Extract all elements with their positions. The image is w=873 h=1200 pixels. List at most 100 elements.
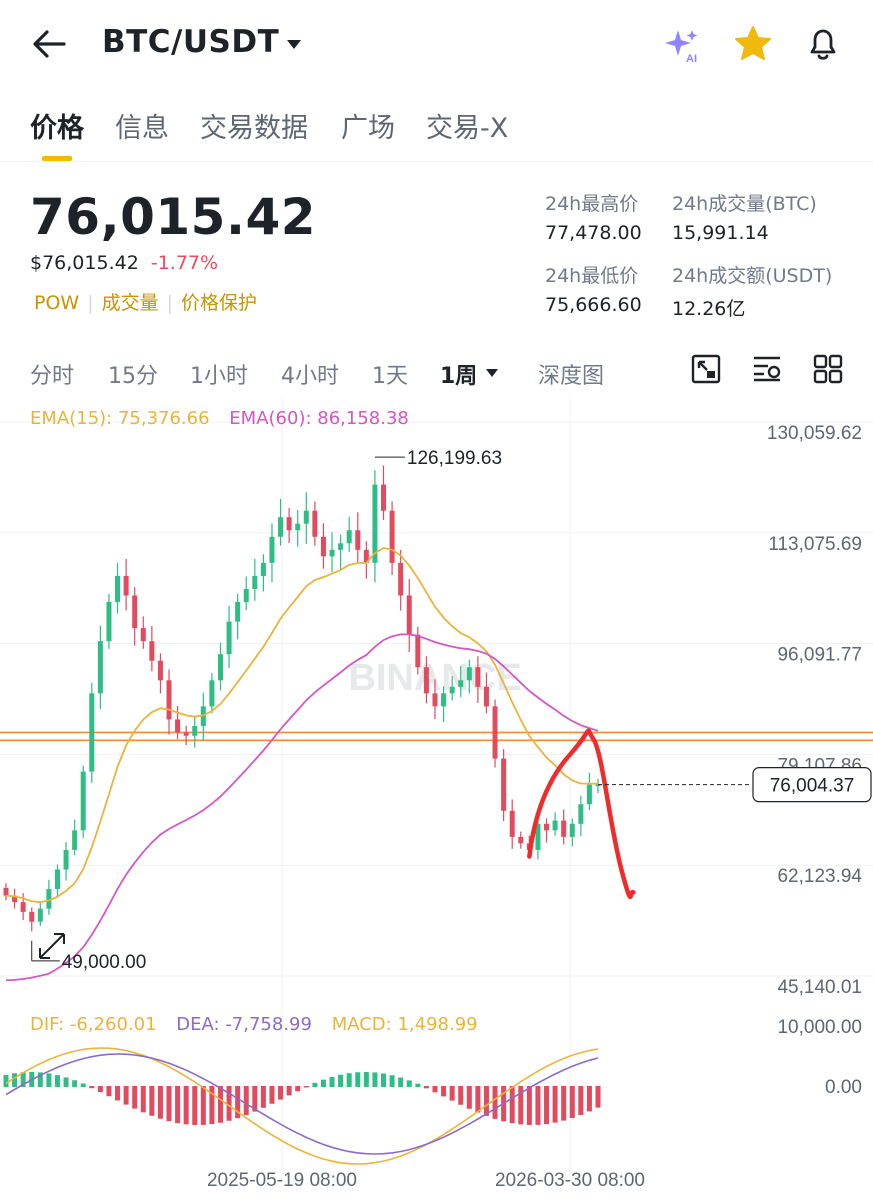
horizontal-lines xyxy=(0,731,873,742)
favorite-star-icon[interactable] xyxy=(733,24,773,64)
price-chart[interactable]: BINANCE 130,059.62113,075.6996,091.7779,… xyxy=(0,398,873,1200)
x-axis-label: 2026-03-30 08:00 xyxy=(495,1170,645,1191)
back-arrow-icon[interactable] xyxy=(30,26,70,62)
candle-body xyxy=(72,830,78,850)
bell-icon[interactable] xyxy=(803,24,843,64)
macd-bar xyxy=(398,1077,404,1087)
macd-bar xyxy=(183,1086,189,1125)
interval-depth[interactable]: 深度图 xyxy=(538,364,605,389)
interval-timeline[interactable]: 分时 xyxy=(30,364,75,389)
price-markers: 126,199.63 49,000.00 76,004.37 xyxy=(31,448,872,973)
candle-body xyxy=(115,575,121,603)
candle-body xyxy=(475,667,481,687)
y-axis-label: 96,091.77 xyxy=(777,645,862,666)
caret-down-icon[interactable] xyxy=(284,34,304,54)
candle-body xyxy=(492,706,498,759)
stat-value: 12.26亿 xyxy=(672,298,746,320)
interval-4h[interactable]: 4小时 xyxy=(281,364,339,389)
macd-bar xyxy=(432,1086,438,1093)
candle-body xyxy=(518,836,524,844)
macd-axis-label: 10,000.00 xyxy=(777,1017,862,1038)
macd-panel: 10,000.00 0.00 xyxy=(3,1017,862,1165)
current-price-label: 76,004.37 xyxy=(770,776,855,797)
macd-bar xyxy=(346,1073,352,1087)
macd-bar xyxy=(12,1073,18,1087)
macd-bar xyxy=(278,1086,284,1100)
stat-label: 24h最高价 xyxy=(545,193,639,215)
candle-body xyxy=(140,628,146,642)
interval-1h[interactable]: 1小时 xyxy=(190,364,248,389)
candle-body xyxy=(260,562,266,576)
dea-label: DEA: -7,758.99 xyxy=(176,1014,312,1035)
macd-bar xyxy=(295,1086,301,1092)
candle-body xyxy=(192,725,198,736)
macd-bar xyxy=(97,1086,103,1093)
tab-info[interactable]: 信息 xyxy=(115,113,169,144)
ema60-label: EMA(60): 86,158.38 xyxy=(229,408,409,429)
candle-body xyxy=(449,686,455,694)
price-summary: 76,015.42 $76,015.42 -1.77% POW | 成交量 | 价格保护 xyxy=(30,188,317,314)
tab-trading-data[interactable]: 交易数据 xyxy=(200,113,308,144)
stat-24h-volume-btc: 24h成交量(BTC) 15,991.14 xyxy=(672,189,817,244)
candle-body xyxy=(501,758,507,811)
expand-icon[interactable] xyxy=(689,352,723,386)
macd-bar xyxy=(252,1086,258,1112)
candle-body xyxy=(243,588,249,603)
y-axis-labels: 130,059.62113,075.6996,091.7779,107.8662… xyxy=(767,423,863,998)
candle-body xyxy=(561,820,567,837)
candle-body xyxy=(63,849,69,870)
tag-pow[interactable]: POW xyxy=(34,292,80,314)
candle-body xyxy=(46,889,52,909)
tag-price-protection[interactable]: 价格保护 xyxy=(181,292,258,314)
macd-bar xyxy=(200,1086,206,1125)
macd-bar xyxy=(535,1086,541,1125)
last-price: 76,015.42 xyxy=(30,188,317,246)
candle-body xyxy=(389,510,395,563)
indicator-settings-icon[interactable] xyxy=(750,352,784,386)
interval-15m[interactable]: 15分 xyxy=(108,364,158,389)
tag-row: POW | 成交量 | 价格保护 xyxy=(34,292,258,314)
macd-bar xyxy=(561,1086,567,1121)
x-axis-labels: 2025-05-19 08:00 2026-03-30 08:00 xyxy=(207,1170,645,1191)
macd-bar xyxy=(415,1083,421,1087)
macd-bar xyxy=(149,1086,155,1116)
dif-line xyxy=(5,1047,599,1165)
macd-bar xyxy=(269,1086,275,1104)
candle-body xyxy=(415,634,421,668)
layout-grid-icon[interactable] xyxy=(811,352,845,386)
macd-bar xyxy=(286,1086,292,1096)
tab-price[interactable]: 价格 xyxy=(30,113,84,144)
expand-chart-icon xyxy=(39,933,65,959)
candle-body xyxy=(278,517,284,537)
ai-sparkle-icon[interactable]: AI xyxy=(662,26,704,66)
macd-bar xyxy=(37,1072,43,1087)
interval-1d[interactable]: 1天 xyxy=(372,364,408,389)
low-marker-label: 49,000.00 xyxy=(62,952,147,973)
macd-bar xyxy=(441,1086,447,1097)
candle-body xyxy=(338,543,344,550)
tab-square[interactable]: 广场 xyxy=(341,113,395,144)
interval-1w[interactable]: 1周 xyxy=(440,364,478,389)
tag-volume[interactable]: 成交量 xyxy=(101,292,159,314)
candle-body xyxy=(3,887,9,896)
macd-bar xyxy=(235,1086,241,1119)
stat-value: 77,478.00 xyxy=(545,222,642,244)
y-axis-label: 45,140.01 xyxy=(777,977,862,998)
stat-24h-turnover-usdt: 24h成交额(USDT) 12.26亿 xyxy=(672,261,832,321)
stat-24h-high: 24h最高价 77,478.00 xyxy=(545,189,642,244)
stat-value: 75,666.60 xyxy=(545,294,642,316)
candle-body xyxy=(226,621,232,655)
macd-bar xyxy=(355,1072,361,1087)
macd-bar xyxy=(217,1086,223,1123)
tab-trade-x[interactable]: 交易-X xyxy=(426,113,509,144)
caret-down-icon[interactable] xyxy=(484,366,500,380)
candle-body xyxy=(458,680,464,687)
candle-body xyxy=(483,686,489,707)
price-change: -1.77% xyxy=(150,252,219,274)
pair-title[interactable]: BTC/USDT xyxy=(102,24,280,60)
candle-body xyxy=(320,536,326,557)
candle-body xyxy=(381,484,387,511)
candle-body xyxy=(544,823,550,831)
candle-body xyxy=(398,562,404,596)
macd-bar xyxy=(458,1086,464,1105)
